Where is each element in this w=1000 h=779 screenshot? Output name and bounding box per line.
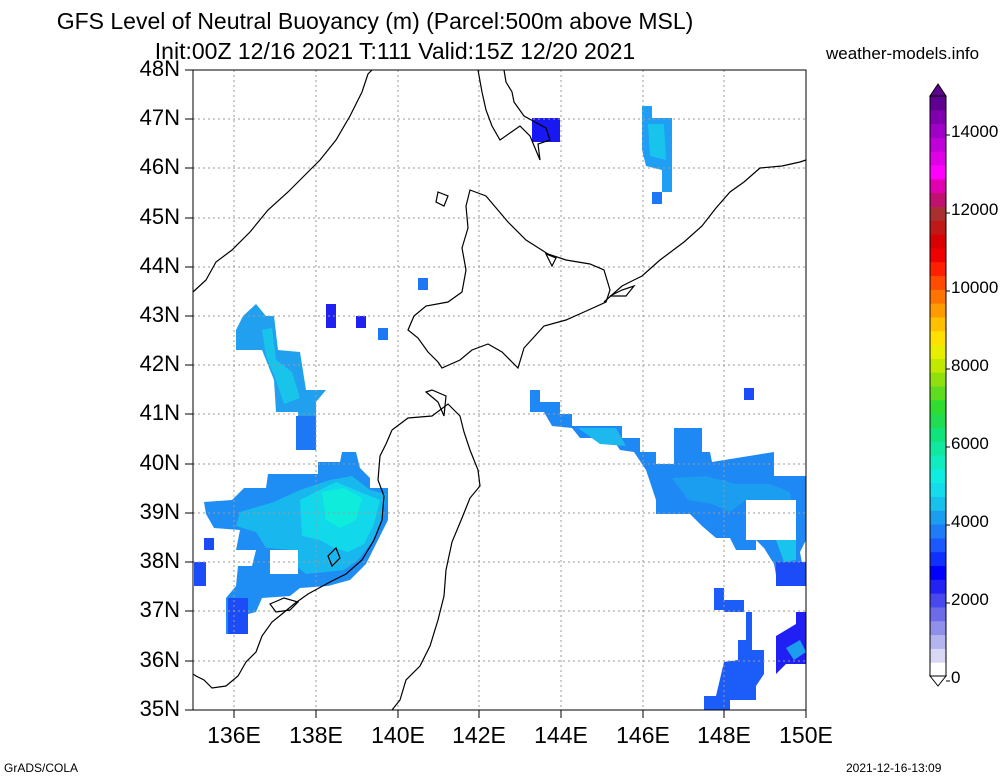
colorbar-segment bbox=[930, 151, 946, 166]
map-title-line2: Init:00Z 12/16 2021 T:111 Valid:15Z 12/2… bbox=[154, 38, 636, 64]
colorbar-segment bbox=[930, 455, 946, 470]
colorbar-segment bbox=[930, 178, 946, 194]
lon-label: 138E bbox=[289, 722, 343, 748]
lat-label: 45N bbox=[139, 204, 180, 229]
colorbar-segment bbox=[930, 399, 946, 415]
colorbar-segment bbox=[930, 386, 946, 401]
colorbar-segment bbox=[930, 413, 946, 428]
map-frame bbox=[192, 69, 807, 711]
lat-label: 39N bbox=[139, 499, 180, 524]
map-title-line1: GFS Level of Neutral Buoyancy (m) (Parce… bbox=[56, 8, 694, 34]
colorbar-segment bbox=[930, 482, 946, 497]
colorbar-label: 10000 bbox=[951, 278, 999, 297]
colorbar-segment bbox=[930, 620, 946, 636]
lat-label: 40N bbox=[139, 450, 180, 475]
lat-label: 47N bbox=[139, 105, 180, 130]
lat-label: 35N bbox=[139, 696, 180, 721]
lon-label: 144E bbox=[534, 722, 588, 748]
colorbar-segment bbox=[930, 551, 946, 567]
colorbar-segment bbox=[930, 634, 946, 649]
colorbar-min-arrow bbox=[928, 675, 948, 687]
colorbar-segment bbox=[930, 303, 946, 318]
colorbar-segment bbox=[930, 96, 946, 111]
lon-label: 136E bbox=[207, 722, 261, 748]
footer-timestamp: 2021-12-16-13:09 bbox=[846, 761, 942, 775]
lat-label: 44N bbox=[139, 253, 180, 278]
colorbar-frame bbox=[929, 95, 947, 677]
colorbar-segment bbox=[930, 510, 946, 525]
lon-label: 150E bbox=[779, 722, 833, 748]
colorbar-segment bbox=[930, 275, 946, 290]
colorbar-segment bbox=[930, 261, 946, 277]
colorbar-segment bbox=[930, 537, 946, 553]
lon-label: 146E bbox=[616, 722, 670, 748]
colorbar-segment bbox=[930, 372, 946, 387]
colorbar-segment bbox=[930, 220, 946, 235]
colorbar-segment bbox=[930, 234, 946, 249]
colorbar-label: 6000 bbox=[951, 434, 989, 453]
colorbar-label: 12000 bbox=[951, 200, 999, 219]
lat-lon-grid bbox=[193, 70, 806, 710]
colorbar-segment bbox=[930, 606, 946, 622]
lat-label: 38N bbox=[139, 548, 180, 573]
colorbar-label: 14000 bbox=[951, 122, 999, 141]
lat-label: 46N bbox=[139, 154, 180, 179]
colorbar-segment bbox=[930, 579, 946, 594]
colorbar-segment bbox=[930, 206, 946, 221]
colorbar-segment bbox=[930, 565, 946, 580]
colorbar-segment bbox=[930, 441, 946, 456]
lat-label: 37N bbox=[139, 597, 180, 622]
colorbar-label: 4000 bbox=[951, 512, 989, 531]
colorbar-segment bbox=[930, 123, 946, 138]
lnb-field bbox=[194, 106, 806, 710]
lon-label: 148E bbox=[697, 722, 751, 748]
colorbar-segment bbox=[930, 344, 946, 359]
colorbar-segment bbox=[930, 192, 946, 207]
colorbar-max-arrow bbox=[929, 83, 947, 97]
colorbar-segment bbox=[930, 316, 946, 332]
lat-label: 42N bbox=[139, 351, 180, 376]
lon-label: 142E bbox=[452, 722, 506, 748]
lat-label: 36N bbox=[139, 647, 180, 672]
colorbar-segment bbox=[930, 165, 946, 180]
colorbar-segment bbox=[930, 427, 946, 442]
colorbar-segment bbox=[930, 358, 946, 373]
colorbar-segment bbox=[930, 330, 946, 346]
colorbar-label: 8000 bbox=[951, 356, 989, 375]
colorbar-segment bbox=[930, 289, 946, 304]
colorbar-label: 2000 bbox=[951, 590, 989, 609]
colorbar-segment bbox=[930, 468, 946, 484]
colorbar-segment bbox=[930, 593, 946, 608]
lon-label: 140E bbox=[371, 722, 425, 748]
footer-software: GrADS/COLA bbox=[4, 761, 79, 775]
colorbar-segment bbox=[930, 496, 946, 511]
lat-label: 43N bbox=[139, 302, 180, 327]
site-credit: weather-models.info bbox=[826, 44, 980, 63]
axis-ticks bbox=[185, 69, 807, 718]
colorbar-segment bbox=[930, 247, 946, 263]
lat-label: 48N bbox=[139, 56, 180, 81]
coastline bbox=[192, 69, 807, 711]
colorbar bbox=[928, 83, 950, 687]
colorbar-segment bbox=[930, 648, 946, 663]
colorbar-segment bbox=[930, 662, 946, 677]
colorbar-segment bbox=[930, 137, 946, 152]
colorbar-segment bbox=[930, 109, 946, 125]
colorbar-segment bbox=[930, 524, 946, 539]
lat-label: 41N bbox=[139, 400, 180, 425]
colorbar-label: 0 bbox=[951, 668, 961, 687]
